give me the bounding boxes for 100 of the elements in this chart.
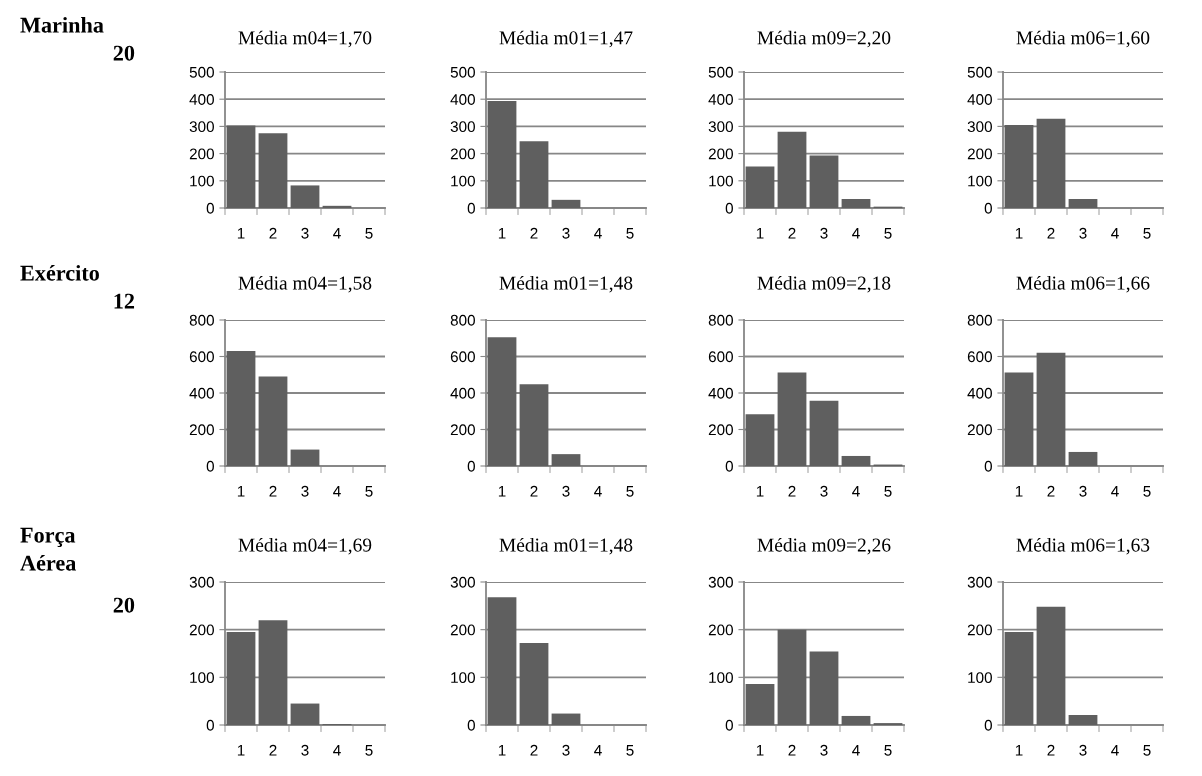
y-tick-label: 300: [189, 576, 214, 588]
y-tick-label: 200: [967, 424, 992, 436]
y-tick-label: 0: [467, 202, 475, 214]
x-tick-label: 2: [788, 744, 796, 756]
x-tick-label: 2: [1047, 227, 1055, 239]
y-tick-label: 800: [967, 314, 992, 326]
bar: [777, 629, 807, 725]
x-tick-label: 3: [820, 744, 828, 756]
bar: [290, 703, 320, 725]
y-tick-label: 100: [190, 175, 214, 187]
x-tick-label: 5: [1143, 486, 1151, 497]
x-tick-label: 3: [562, 227, 570, 239]
y-tick-label: 800: [708, 314, 733, 326]
chart-title: Média m04=1,69: [238, 537, 372, 555]
y-tick-label: 400: [450, 94, 475, 105]
chart-title: Média m01=1,48: [499, 537, 633, 555]
x-tick-label: 1: [1015, 745, 1023, 756]
x-tick-label: 4: [852, 486, 860, 497]
x-tick-label: 3: [562, 485, 570, 497]
bar: [519, 384, 549, 466]
y-tick-label: 200: [967, 624, 992, 636]
y-tick-label: 0: [725, 460, 733, 472]
x-tick-label: 1: [498, 486, 506, 497]
text: 12: [114, 293, 135, 309]
bar: [841, 715, 871, 725]
y-tick-label: 0: [467, 460, 475, 472]
y-tick-label: 500: [189, 66, 214, 78]
x-tick-label: 2: [1047, 744, 1055, 756]
x-tick-label: 2: [788, 227, 796, 239]
y-tick-label: 0: [206, 719, 214, 731]
bar: [1004, 125, 1034, 208]
x-tick-label: 5: [626, 228, 634, 239]
x-tick-label: 3: [820, 227, 828, 239]
x-tick-label: 3: [301, 744, 309, 756]
y-tick-label: 100: [190, 672, 214, 684]
bar: [226, 632, 256, 725]
bar: [745, 414, 775, 466]
x-tick-label: 1: [756, 486, 764, 497]
chart-title: Média m01=1,48: [499, 275, 633, 293]
y-tick-label: 400: [708, 94, 733, 105]
x-tick-label: 1: [498, 228, 506, 239]
x-tick-label: 5: [884, 745, 892, 756]
y-tick-label: 100: [968, 175, 992, 187]
bar: [551, 454, 581, 466]
y-tick-label: 0: [206, 202, 214, 214]
chart-title: Média m04=1,70: [238, 30, 372, 48]
x-tick-label: 1: [237, 486, 245, 497]
x-tick-label: 4: [852, 228, 860, 239]
y-tick-label: 100: [709, 672, 733, 684]
bar: [487, 337, 517, 466]
bar: [290, 449, 320, 466]
bar: [841, 455, 871, 466]
text: Exército: [20, 264, 99, 281]
y-tick-label: 200: [450, 424, 475, 436]
x-tick-label: 3: [820, 485, 828, 497]
x-tick-label: 2: [530, 227, 538, 239]
x-tick-label: 5: [1143, 228, 1151, 239]
y-tick-label: 0: [467, 719, 475, 731]
x-tick-label: 5: [884, 228, 892, 239]
y-tick-label: 0: [725, 202, 733, 214]
x-tick-label: 1: [237, 228, 245, 239]
y-tick-label: 400: [450, 387, 475, 399]
x-tick-label: 5: [1143, 745, 1151, 756]
x-tick-label: 4: [1111, 486, 1119, 497]
y-tick-label: 0: [984, 719, 992, 731]
x-tick-label: 5: [626, 486, 634, 497]
y-tick-label: 800: [450, 314, 475, 326]
x-tick-label: 2: [530, 485, 538, 497]
bar: [551, 713, 581, 725]
chart-title: Média m09=2,20: [757, 30, 891, 48]
bar: [745, 684, 775, 725]
bar: [258, 620, 288, 725]
y-tick-label: 200: [450, 624, 475, 636]
bar: [841, 199, 871, 208]
bar: [1068, 451, 1098, 466]
bar: [551, 199, 581, 208]
x-tick-label: 1: [1015, 486, 1023, 497]
bar: [258, 133, 288, 208]
y-tick-label: 300: [189, 121, 214, 133]
bar: [809, 651, 839, 725]
x-tick-label: 1: [756, 228, 764, 239]
y-tick-label: 200: [450, 148, 475, 160]
y-tick-label: 400: [189, 387, 214, 399]
y-tick-label: 500: [708, 66, 733, 78]
bar: [1036, 118, 1066, 208]
y-tick-label: 500: [450, 66, 475, 78]
y-tick-label: 200: [708, 624, 733, 636]
bar: [519, 141, 549, 208]
y-tick-label: 0: [984, 460, 992, 472]
chart-title: Média m09=2,26: [757, 537, 891, 555]
y-tick-label: 800: [189, 314, 214, 326]
text: 20: [113, 45, 135, 61]
chart-title: Média m09=2,18: [757, 275, 891, 293]
chart-title: Média m04=1,58: [238, 275, 372, 293]
text: Marinha: [20, 17, 104, 33]
y-tick-label: 600: [189, 351, 214, 363]
y-tick-label: 100: [451, 672, 475, 684]
bar: [1036, 352, 1066, 466]
y-tick-label: 400: [708, 387, 733, 399]
y-tick-label: 600: [967, 351, 992, 363]
